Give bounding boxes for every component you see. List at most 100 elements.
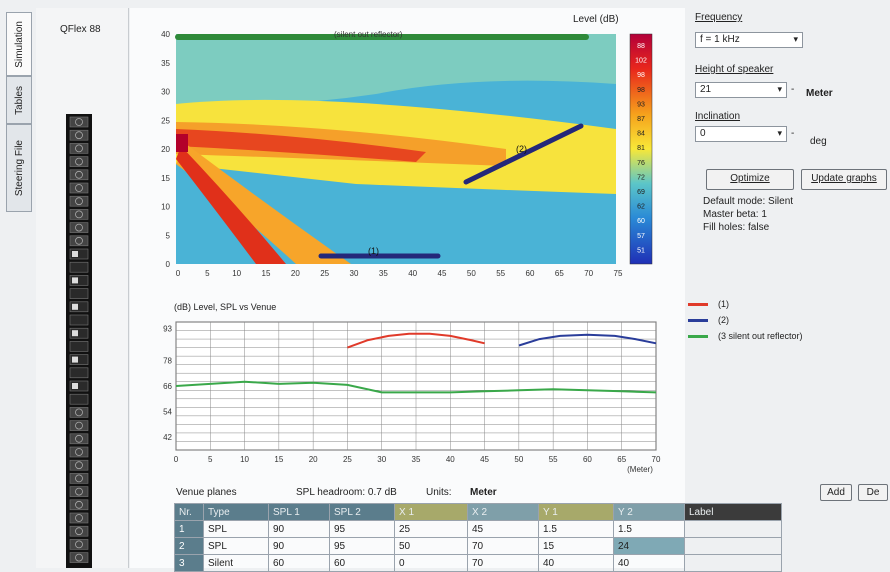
- speaker-driver: [75, 527, 83, 536]
- col-header[interactable]: Nr.: [174, 503, 204, 521]
- table-cell[interactable]: 25: [394, 520, 468, 538]
- chart-x-tick: 50: [514, 455, 523, 464]
- table-cell[interactable]: Silent: [203, 554, 269, 572]
- speaker-driver: [72, 383, 78, 389]
- speaker-driver: [75, 118, 83, 126]
- chart-series-line-2: [518, 333, 657, 347]
- level-scale-label: 88: [637, 43, 645, 50]
- speaker-cell: [69, 156, 89, 167]
- speaker-array: [66, 114, 92, 568]
- coverage-heatmap[interactable]: 0 5 10 15 20 25 30 35 40 45 50 55 60 65 70 75 403530252…: [140, 22, 660, 284]
- table-cell[interactable]: 70: [467, 537, 539, 555]
- col-header[interactable]: X 2: [467, 503, 539, 521]
- chart-x-tick: 25: [343, 455, 352, 464]
- table-row[interactable]: 1 SPL 90 95 25 45 1.5 1.5: [174, 520, 782, 538]
- table-cell[interactable]: 90: [268, 537, 330, 555]
- tab-simulation-label: Simulation: [13, 20, 25, 68]
- col-header[interactable]: Y 2: [613, 503, 685, 521]
- speaker-driver: [75, 210, 83, 219]
- info-default-mode: Default mode: Silent: [703, 196, 794, 207]
- heatmap-x-tick: 50: [467, 269, 476, 278]
- chart-x-tick: 55: [549, 455, 558, 464]
- table-cell[interactable]: 95: [329, 520, 395, 538]
- table-cell[interactable]: 70: [467, 554, 539, 572]
- level-scale-label: 60: [637, 218, 645, 225]
- heatmap-x-tick: 0: [176, 269, 181, 278]
- speaker-cell: [69, 473, 89, 484]
- table-cell[interactable]: 60: [268, 554, 330, 572]
- table-cell[interactable]: 95: [329, 537, 395, 555]
- table-cell-selected[interactable]: 24: [613, 537, 685, 555]
- table-cell[interactable]: [684, 554, 782, 572]
- table-cell[interactable]: 45: [467, 520, 539, 538]
- table-cell[interactable]: SPL: [203, 520, 269, 538]
- table-header-row: Nr. Type SPL 1 SPL 2 X 1 X 2 Y 1 Y 2 Lab…: [174, 503, 782, 521]
- height-stepper[interactable]: -: [791, 84, 795, 95]
- heatmap-source: [176, 134, 188, 152]
- height-select[interactable]: 21 ▾: [695, 82, 787, 98]
- col-header[interactable]: Y 1: [538, 503, 614, 521]
- tab-simulation[interactable]: Simulation: [6, 12, 32, 76]
- inclination-stepper[interactable]: -: [791, 128, 795, 139]
- speaker-driver: [75, 540, 83, 549]
- venue-planes-table[interactable]: Nr. Type SPL 1 SPL 2 X 1 X 2 Y 1 Y 2 Lab…: [174, 503, 782, 572]
- frequency-select[interactable]: f = 1 kHz ▾: [695, 32, 803, 48]
- chart-x-tick: 35: [412, 455, 421, 464]
- speaker-driver: [75, 131, 83, 140]
- table-row[interactable]: 3 Silent 60 60 0 70 40 40: [174, 554, 782, 572]
- col-header[interactable]: Type: [203, 503, 269, 521]
- height-value: 21: [700, 84, 712, 95]
- heatmap-zone-red: [176, 129, 426, 162]
- table-cell[interactable]: [684, 520, 782, 538]
- legend-label: (2): [718, 315, 729, 325]
- silent-plane-label: (silent out reflector): [334, 30, 403, 39]
- tab-steering-file[interactable]: Steering File: [6, 124, 32, 212]
- spl-line-chart[interactable]: 0 5 10 15 20 25 30 35 40 45 50 55 60 65 70 93 78 66 54 42 (M…: [150, 314, 680, 474]
- table-cell[interactable]: 90: [268, 520, 330, 538]
- table-cell[interactable]: 50: [394, 537, 468, 555]
- legend-item: (2): [688, 312, 888, 328]
- table-cell[interactable]: SPL: [203, 537, 269, 555]
- speaker-cell: [69, 182, 89, 194]
- table-row[interactable]: 2 SPL 90 95 50 70 15 24: [174, 537, 782, 555]
- table-cell[interactable]: 15: [538, 537, 614, 555]
- speaker-cell: [69, 327, 89, 339]
- table-cell[interactable]: 40: [538, 554, 614, 572]
- level-scale-label: 98: [637, 87, 645, 94]
- table-cell[interactable]: 1.5: [613, 520, 685, 538]
- add-plane-button[interactable]: Add: [820, 484, 852, 501]
- heatmap-x-tick: 10: [232, 269, 241, 278]
- inclination-select[interactable]: 0 ▾: [695, 126, 787, 142]
- speaker-driver: [75, 474, 83, 483]
- table-cell[interactable]: 60: [329, 554, 395, 572]
- speaker-cell: [69, 169, 89, 181]
- speaker-driver: [75, 184, 83, 192]
- speaker-cell: [69, 261, 89, 273]
- col-header[interactable]: SPL 1: [268, 503, 330, 521]
- col-header[interactable]: Label: [684, 503, 782, 521]
- level-scale-label: 69: [637, 189, 645, 196]
- update-graphs-button[interactable]: Update graphs: [801, 169, 887, 190]
- table-cell[interactable]: 0: [394, 554, 468, 572]
- chart-x-tick: 40: [446, 455, 455, 464]
- delete-plane-button[interactable]: De: [858, 484, 888, 501]
- col-header[interactable]: SPL 2: [329, 503, 395, 521]
- heatmap-x-tick: 15: [262, 269, 271, 278]
- frequency-value: f = 1 kHz: [700, 34, 740, 45]
- optimize-button[interactable]: Optimize: [706, 169, 794, 190]
- heatmap-x-tick: 40: [408, 269, 417, 278]
- inclination-value: 0: [700, 128, 706, 139]
- table-cell[interactable]: 1.5: [538, 520, 614, 538]
- chart-y-tick: 93: [163, 324, 172, 333]
- table-cell[interactable]: [684, 537, 782, 555]
- speaker-driver: [75, 157, 83, 166]
- speaker-cell: [69, 354, 89, 365]
- table-cell[interactable]: 40: [613, 554, 685, 572]
- speaker-driver: [75, 461, 83, 470]
- col-header[interactable]: X 1: [394, 503, 468, 521]
- legend-label: (1): [718, 299, 729, 309]
- speaker-driver: [75, 408, 83, 417]
- chart-y-tick: 42: [163, 433, 172, 442]
- tab-tables[interactable]: Tables: [6, 76, 32, 124]
- chart-y-tick: 66: [163, 382, 172, 391]
